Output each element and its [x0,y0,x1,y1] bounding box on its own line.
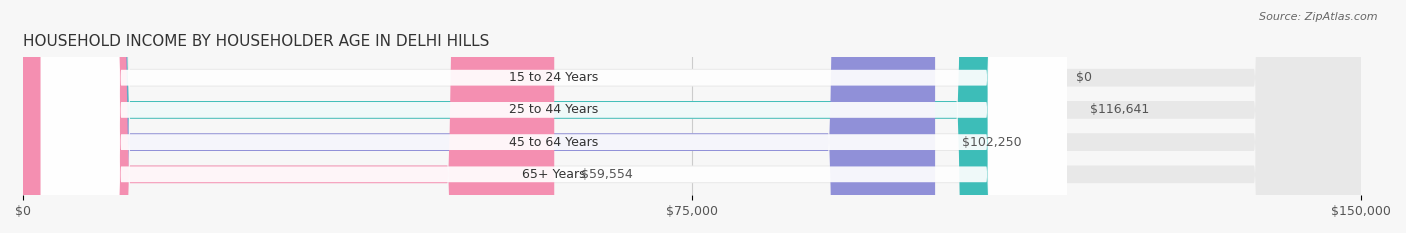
Text: 65+ Years: 65+ Years [522,168,585,181]
FancyBboxPatch shape [41,0,1067,233]
Text: $59,554: $59,554 [581,168,633,181]
FancyBboxPatch shape [22,0,1361,233]
Text: $116,641: $116,641 [1090,103,1150,116]
FancyBboxPatch shape [41,0,1067,233]
Text: Source: ZipAtlas.com: Source: ZipAtlas.com [1260,12,1378,22]
Text: 25 to 44 Years: 25 to 44 Years [509,103,599,116]
Text: 45 to 64 Years: 45 to 64 Years [509,136,599,149]
Text: 15 to 24 Years: 15 to 24 Years [509,71,599,84]
FancyBboxPatch shape [41,0,1067,233]
Text: $102,250: $102,250 [962,136,1022,149]
FancyBboxPatch shape [22,0,554,233]
Text: $0: $0 [1076,71,1091,84]
FancyBboxPatch shape [22,0,1063,233]
FancyBboxPatch shape [22,0,1361,233]
FancyBboxPatch shape [22,0,935,233]
FancyBboxPatch shape [22,0,1361,233]
FancyBboxPatch shape [22,0,1361,233]
FancyBboxPatch shape [41,0,1067,233]
Text: HOUSEHOLD INCOME BY HOUSEHOLDER AGE IN DELHI HILLS: HOUSEHOLD INCOME BY HOUSEHOLDER AGE IN D… [22,34,489,49]
